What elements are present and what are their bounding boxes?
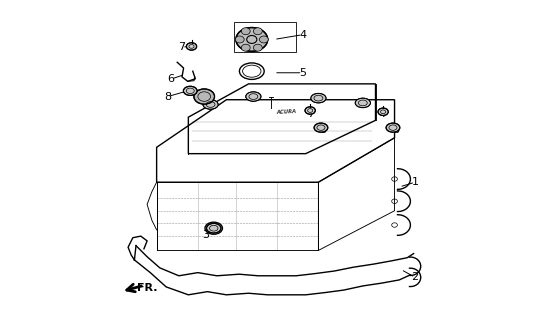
Text: 3: 3: [202, 229, 209, 240]
Ellipse shape: [386, 123, 400, 132]
Text: 8: 8: [319, 125, 327, 135]
Text: FR.: FR.: [137, 284, 157, 293]
Ellipse shape: [378, 108, 389, 116]
Ellipse shape: [253, 44, 262, 51]
Ellipse shape: [305, 107, 315, 114]
Ellipse shape: [253, 28, 262, 35]
Ellipse shape: [236, 28, 267, 51]
Ellipse shape: [246, 92, 261, 101]
Ellipse shape: [355, 98, 370, 108]
Text: 7: 7: [307, 109, 314, 119]
Ellipse shape: [241, 44, 250, 51]
Ellipse shape: [259, 36, 269, 43]
Text: 5: 5: [299, 68, 306, 78]
Ellipse shape: [311, 93, 326, 103]
Text: 4: 4: [299, 30, 306, 40]
Ellipse shape: [184, 86, 197, 95]
Text: 8: 8: [392, 125, 399, 135]
Ellipse shape: [241, 28, 250, 35]
Text: 8: 8: [164, 92, 172, 101]
Text: 7: 7: [179, 42, 186, 52]
Ellipse shape: [314, 123, 328, 132]
Text: ACURA: ACURA: [276, 109, 297, 116]
Ellipse shape: [194, 89, 214, 104]
Text: 1: 1: [412, 177, 419, 187]
Text: 2: 2: [412, 272, 419, 282]
Text: 7: 7: [380, 109, 387, 119]
Ellipse shape: [207, 223, 221, 233]
Ellipse shape: [235, 36, 244, 43]
Ellipse shape: [203, 100, 218, 109]
Ellipse shape: [186, 43, 197, 50]
Text: 6: 6: [167, 74, 174, 84]
